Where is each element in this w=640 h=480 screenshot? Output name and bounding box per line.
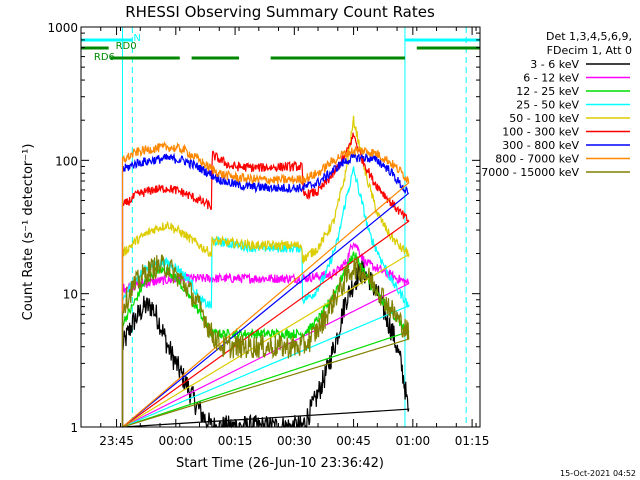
- legend-label-2: 12 - 25 keV: [516, 85, 579, 98]
- generation-timestamp: 15-Oct-2021 04:52: [560, 469, 636, 478]
- axes: 23:45 00:00 00:15 00:30 00:45 01:00 01:15 1 10 10…: [47, 21, 489, 448]
- legend-label-3: 25 - 50 keV: [516, 99, 579, 112]
- legend-label-0: 3 - 6 keV: [530, 58, 579, 71]
- x-tick-label-0: 23:45: [99, 434, 134, 448]
- legend-header-line-2: FDecim 1, Att 0: [547, 44, 632, 57]
- y-tick-label-0: 1: [70, 421, 78, 435]
- chart-title: RHESSI Observing Summary Count Rates: [125, 3, 435, 21]
- series-line-7: [121, 140, 410, 428]
- legend-label-1: 6 - 12 keV: [523, 72, 579, 85]
- legend-label-7: 800 - 7000 keV: [495, 153, 579, 166]
- x-tick-label-3: 00:30: [277, 434, 312, 448]
- plot-frame: [80, 26, 481, 428]
- legend-label-4: 50 - 100 keV: [509, 112, 579, 125]
- x-tick-label-1: 00:00: [159, 434, 194, 448]
- legend-label-5: 100 - 300 keV: [502, 126, 579, 139]
- series-line-8: [121, 254, 410, 428]
- status-bar-label-rd6: RD6: [94, 52, 115, 63]
- series-lines: [121, 115, 411, 429]
- series-line-6: [121, 151, 410, 428]
- x-axis-label: Start Time (26-Jun-10 23:36:42): [176, 456, 384, 471]
- y-axis-label: Count Rate (s⁻¹ detector⁻¹): [21, 144, 36, 321]
- x-tick-label-5: 01:00: [396, 434, 431, 448]
- legend-label-8: 7000 - 15000 keV: [481, 166, 579, 179]
- x-tick-label-2: 00:15: [218, 434, 253, 448]
- status-bar-label-rd0: RD0: [116, 41, 137, 52]
- status-bar-label-n: N: [133, 33, 140, 44]
- legend-label-6: 300 - 800 keV: [502, 139, 579, 152]
- x-tick-label-6: 01:15: [455, 434, 490, 448]
- y-tick-label-3: 1000: [47, 21, 78, 35]
- x-tick-label-4: 00:45: [336, 434, 371, 448]
- y-tick-label-1: 10: [63, 288, 78, 302]
- legend-header-line-1: Det 1,3,4,5,6,9,: [546, 30, 632, 43]
- y-tick-label-2: 100: [55, 154, 78, 168]
